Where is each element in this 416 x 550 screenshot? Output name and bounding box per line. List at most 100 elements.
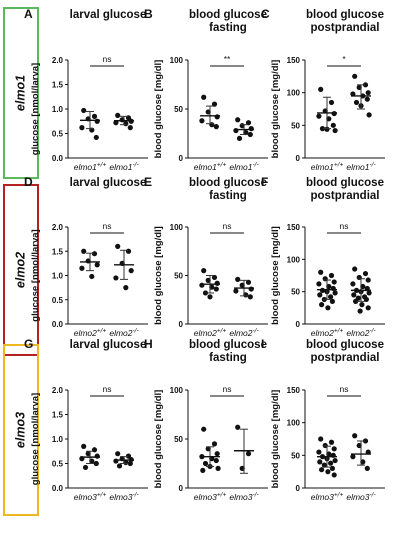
y-axis-label: blood glucose [mg/dl] [153, 60, 164, 159]
data-point [214, 451, 220, 457]
data-point [328, 294, 334, 300]
y-tick-label: 1.5 [52, 411, 64, 420]
category-label-genotype: -/- [133, 162, 140, 169]
category-label-base: elmo1 [109, 162, 132, 172]
y-tick-label: 150 [287, 223, 301, 232]
category-label-genotype: +/+ [97, 328, 107, 335]
y-tick-label: 100 [170, 386, 184, 395]
data-point [353, 99, 360, 106]
data-point [350, 454, 356, 460]
y-tick-label: 0 [296, 484, 301, 493]
category-label-base: elmo3 [74, 492, 97, 502]
y-tick-label: 2.0 [52, 386, 64, 395]
panel-letter: E [144, 175, 152, 189]
y-tick-label: 100 [170, 56, 184, 65]
data-point [245, 451, 252, 457]
data-point [324, 126, 330, 132]
panel-letter: C [261, 7, 270, 21]
data-point [113, 458, 119, 464]
data-point [200, 467, 206, 473]
category-label-base: elmo1 [194, 162, 217, 172]
y-tick-label: 2.0 [52, 56, 64, 65]
data-point [329, 465, 335, 471]
panel-title-line: fasting [209, 190, 247, 202]
y-tick-label: 0 [296, 320, 301, 329]
data-point [213, 286, 219, 292]
category-label: elmo1-/- [109, 162, 139, 173]
data-point [235, 117, 241, 123]
y-tick-label: 150 [287, 56, 301, 65]
data-point [211, 274, 218, 281]
category-label-genotype: +/+ [334, 162, 344, 169]
data-point [365, 90, 371, 96]
data-point [91, 251, 98, 257]
data-point [325, 469, 331, 475]
data-point [362, 82, 369, 88]
y-axis-label: blood glucose [mg/dl] [270, 390, 281, 489]
category-label-genotype: -/- [253, 328, 260, 335]
data-point [328, 460, 334, 466]
category-label-base: elmo2 [109, 328, 132, 338]
significance-label: ns [340, 384, 349, 394]
gene-label-box-elmo1: elmo1 [3, 7, 39, 179]
y-tick-label: 0.5 [52, 460, 64, 469]
category-label-genotype: -/- [370, 328, 377, 335]
data-point [233, 127, 239, 134]
category-label-base: elmo1 [74, 162, 97, 172]
gene-label: elmo1 [13, 75, 27, 111]
data-point [94, 118, 100, 124]
category-label-base: elmo2 [229, 328, 252, 338]
category-label-base: elmo2 [311, 328, 334, 338]
data-point [115, 451, 121, 457]
data-point [202, 290, 209, 296]
data-point [235, 424, 241, 430]
gene-label-box-elmo2: elmo2 [3, 184, 39, 356]
y-axis-label: glucose [nmol/larva] [30, 393, 41, 485]
data-point [213, 124, 219, 130]
category-label: elmo2-/- [109, 328, 139, 339]
data-point [332, 290, 338, 296]
panel-title-line: postprandial [310, 190, 379, 202]
data-point [125, 248, 132, 254]
panel-title-line: blood glucose [189, 339, 267, 351]
data-point [214, 114, 220, 120]
data-point [331, 472, 337, 478]
category-label-genotype: +/+ [334, 492, 344, 499]
y-tick-label: 100 [287, 89, 301, 98]
category-label: elmo2-/- [229, 328, 259, 339]
panel-letter: I [261, 337, 264, 351]
y-tick-label: 0 [179, 484, 184, 493]
y-axis-label: glucose [nmol/larva] [30, 63, 41, 155]
panel-letter: F [261, 175, 268, 189]
data-point [247, 294, 253, 300]
panel-letter: G [24, 337, 33, 351]
y-tick-label: 0 [179, 320, 184, 329]
data-point [248, 126, 254, 132]
data-point [94, 262, 100, 268]
data-point [94, 453, 100, 459]
panel-title: larval glucose [70, 9, 147, 21]
y-tick-label: 100 [287, 255, 301, 264]
data-point [328, 439, 335, 445]
y-tick-label: 150 [287, 386, 301, 395]
y-axis-label: blood glucose [mg/dl] [153, 226, 164, 325]
y-tick-label: 0 [296, 154, 301, 163]
data-point [81, 443, 87, 449]
data-point [205, 446, 211, 452]
y-tick-label: 50 [174, 105, 183, 114]
panel-title-line: blood glucose [306, 9, 384, 21]
panel-title-line: blood glucose [306, 177, 384, 189]
data-point [319, 467, 325, 473]
category-label-base: elmo1 [311, 162, 334, 172]
y-tick-label: 2.0 [52, 223, 64, 232]
data-point [329, 298, 335, 304]
panel-title-line: postprandial [310, 352, 379, 364]
data-point [330, 122, 336, 128]
y-tick-label: 100 [287, 419, 301, 428]
panel-title: blood glucose postprandial [306, 9, 384, 34]
y-tick-label: 50 [291, 451, 300, 460]
